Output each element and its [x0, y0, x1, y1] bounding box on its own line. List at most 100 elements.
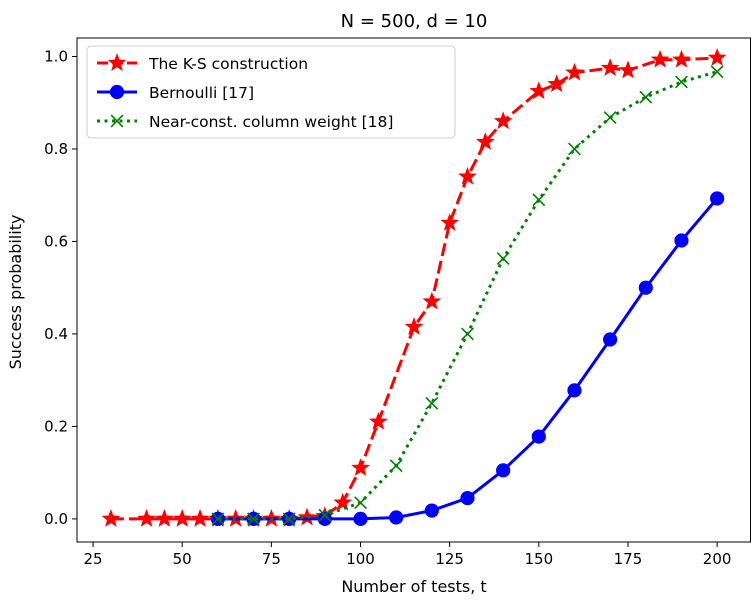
data-point-marker — [318, 508, 332, 522]
marker-stroke — [603, 111, 617, 124]
x-tick-label: 150 — [524, 550, 553, 568]
data-point-marker — [425, 396, 439, 410]
data-point-marker — [190, 509, 210, 527]
marker-stroke — [461, 327, 474, 341]
data-point-marker — [710, 65, 724, 79]
data-point-marker — [404, 317, 424, 335]
data-point-marker — [496, 463, 511, 478]
data-point-marker — [493, 111, 513, 130]
data-point-marker — [618, 60, 638, 79]
data-point-marker — [603, 111, 617, 124]
data-point-marker — [351, 458, 370, 476]
data-point-marker — [650, 49, 670, 68]
x-tick-label: 125 — [435, 550, 464, 568]
data-point-marker — [282, 512, 296, 526]
chart-title: N = 500, d = 10 — [341, 11, 488, 32]
data-point-marker — [137, 509, 156, 527]
data-point-marker — [529, 81, 549, 100]
data-point-marker — [297, 507, 317, 526]
legend-box — [86, 45, 456, 139]
data-point-marker — [674, 233, 689, 248]
data-point-marker — [461, 327, 474, 341]
data-point-marker — [317, 511, 332, 526]
data-point-marker — [424, 503, 439, 518]
series-1 — [210, 191, 725, 526]
x-axis-label: Number of tests, t — [341, 577, 486, 596]
data-point-marker — [565, 62, 584, 81]
marker-stroke — [211, 512, 225, 526]
data-point-marker — [638, 280, 653, 295]
marker-stroke — [389, 459, 403, 473]
data-point-marker — [568, 142, 581, 156]
data-point-marker — [567, 383, 582, 398]
data-point-marker — [354, 496, 367, 510]
marker-stroke — [710, 65, 724, 79]
x-tick-label: 100 — [346, 550, 375, 568]
data-point-marker — [458, 166, 477, 185]
data-point-marker — [422, 291, 442, 310]
data-point-marker — [107, 53, 127, 71]
data-point-marker — [475, 132, 495, 150]
y-tick-label: 0.4 — [44, 325, 68, 343]
data-point-marker — [672, 49, 691, 68]
legend: The K-S construction Bernoulli [17] Near-c… — [86, 45, 456, 139]
x-tick-label: 175 — [614, 550, 643, 568]
data-point-marker — [247, 512, 260, 526]
x-tick-label: 25 — [84, 550, 103, 568]
data-point-marker — [496, 252, 510, 266]
marker-stroke — [354, 496, 367, 510]
marker-stroke — [675, 75, 688, 89]
series-2 — [211, 65, 724, 526]
data-point-marker — [172, 509, 192, 527]
data-point-marker — [603, 332, 618, 347]
data-point-marker — [155, 509, 174, 527]
legend-entry: The K-S construction — [97, 53, 308, 73]
data-point-marker — [707, 48, 727, 66]
legend-label: Bernoulli [17] — [149, 84, 254, 102]
marker-stroke — [110, 114, 124, 128]
marker-stroke — [496, 252, 510, 266]
data-point-marker — [639, 90, 653, 104]
data-point-marker — [460, 490, 475, 506]
marker-stroke — [282, 512, 296, 526]
data-point-marker — [532, 193, 546, 207]
y-tick-label: 0.0 — [44, 510, 68, 528]
data-point-marker — [109, 84, 125, 100]
data-point-marker — [353, 511, 368, 526]
marker-stroke — [568, 142, 581, 156]
data-point-marker — [389, 459, 403, 473]
x-tick-label: 75 — [262, 550, 281, 568]
data-point-marker — [440, 213, 460, 231]
marker-stroke — [425, 396, 439, 410]
data-point-marker — [211, 512, 225, 526]
y-tick-label: 0.2 — [44, 417, 68, 435]
data-point-marker — [389, 510, 404, 525]
x-tick-label: 50 — [173, 550, 192, 568]
legend-entry: Near-const. column weight [18] — [97, 113, 393, 131]
legend-label: The K-S construction — [148, 55, 308, 73]
y-tick-label: 1.0 — [44, 47, 68, 65]
y-tick-label: 0.6 — [44, 232, 68, 250]
marker-stroke — [318, 508, 332, 522]
data-point-marker — [600, 58, 620, 77]
plot-area — [101, 48, 727, 527]
y-tick-label: 0.8 — [44, 140, 68, 158]
data-point-marker — [531, 429, 546, 444]
data-point-marker — [110, 114, 124, 128]
marker-stroke — [247, 512, 260, 526]
y-axis-label: Success probability — [6, 215, 25, 370]
data-point-marker — [368, 411, 388, 430]
data-point-marker — [675, 75, 688, 89]
marker-stroke — [639, 90, 653, 104]
data-point-marker — [547, 74, 566, 93]
axes: 25 50 75 100 125 150 175 200 0.0 0.2 0.4 0.6 0.8 1.0 — [44, 37, 751, 568]
marker-stroke — [532, 193, 546, 207]
x-tick-label: 200 — [703, 550, 732, 568]
data-point-marker — [710, 191, 725, 206]
data-point-marker — [101, 509, 121, 527]
data-point-marker — [333, 492, 353, 511]
legend-label: Near-const. column weight [18] — [149, 113, 393, 131]
legend-entry: Bernoulli [17] — [97, 84, 254, 102]
